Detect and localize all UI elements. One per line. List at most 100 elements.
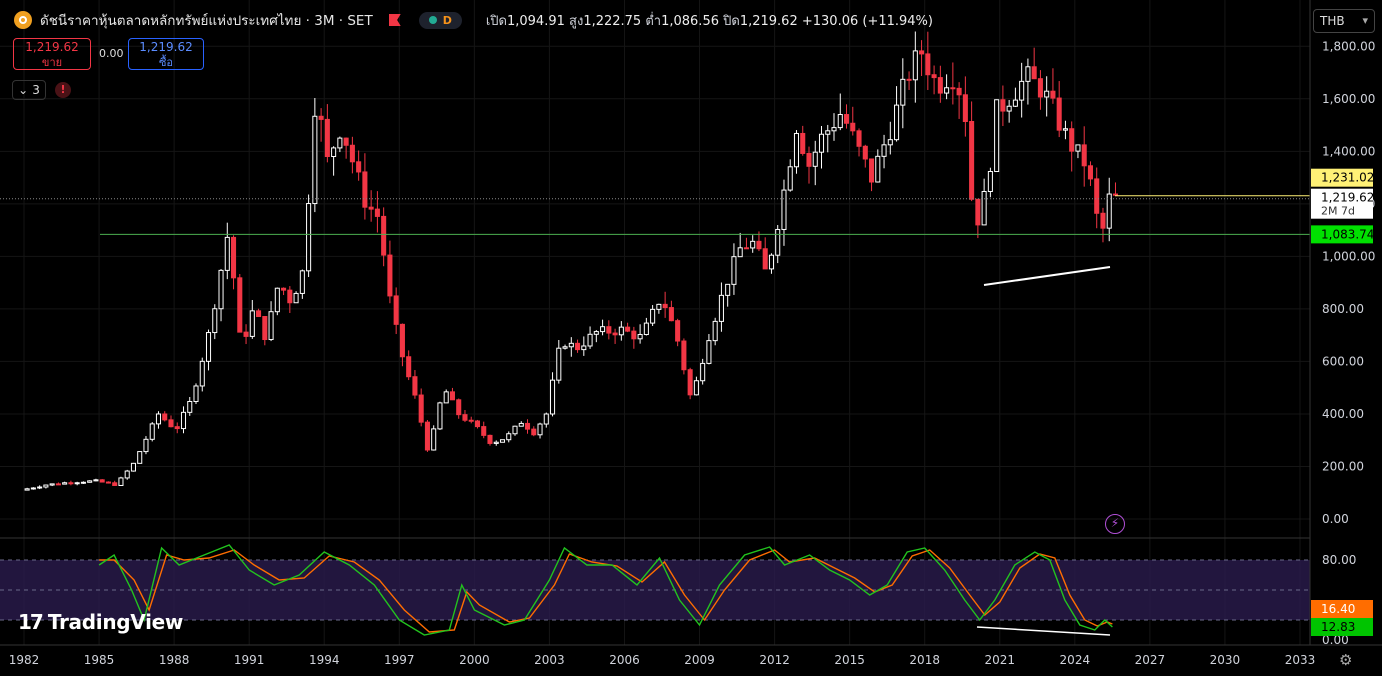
rsi-slow-label: 16.40 <box>1321 602 1355 616</box>
candle-body <box>944 87 950 94</box>
candle-body <box>1056 97 1062 131</box>
buy-label: ซื้อ <box>158 56 174 69</box>
candle-body <box>449 391 455 401</box>
price-pane[interactable] <box>0 31 1310 491</box>
candle-body <box>843 114 850 124</box>
candle-body <box>600 326 606 333</box>
currency-selector[interactable]: THB <box>1313 9 1375 33</box>
time-tick-label: 2024 <box>1060 653 1091 667</box>
candle-body <box>249 310 255 337</box>
rsi-pane[interactable] <box>0 544 1310 636</box>
price-tick-label: 600.00 <box>1322 354 1364 368</box>
candle-body <box>155 413 162 425</box>
candle-body <box>112 482 118 486</box>
candle-body <box>675 320 681 342</box>
candle-body <box>1075 144 1081 152</box>
time-tick-label: 2027 <box>1135 653 1166 667</box>
time-tick-label: 1985 <box>84 653 115 667</box>
flag-icon[interactable] <box>388 14 401 26</box>
candle-body <box>162 413 168 421</box>
candle-body <box>781 189 787 230</box>
candle-body <box>650 308 656 324</box>
candle-body <box>806 152 812 167</box>
candle-body <box>499 439 506 443</box>
candle-body <box>493 441 499 444</box>
candle-body <box>362 171 368 208</box>
time-tick-label: 1991 <box>234 653 265 667</box>
candle-body <box>368 206 374 210</box>
candle-body <box>399 323 405 358</box>
settings-gear-icon[interactable]: ⚙ <box>1339 651 1353 669</box>
candle-body <box>343 137 349 146</box>
candle-body <box>49 483 55 486</box>
candle-body <box>299 270 305 294</box>
candle-body <box>262 316 268 341</box>
chart-header: ดัชนีราคาหุ้นตลาดหลักทรัพย์แห่งประเทศไทย… <box>14 10 933 30</box>
candle-body <box>418 394 424 423</box>
time-tick-label: 2003 <box>534 653 565 667</box>
candle-body <box>187 401 193 413</box>
candle-body <box>462 414 468 421</box>
support-price-label: 1,083.74 <box>1321 227 1374 241</box>
candle-body <box>1025 66 1031 82</box>
close-value: 1,219.62 <box>739 13 798 29</box>
candle-body <box>725 283 731 296</box>
candle-body <box>831 127 837 132</box>
candle-body <box>818 133 825 153</box>
candle-body <box>575 342 581 351</box>
candle-body <box>443 391 449 404</box>
candle-body <box>956 87 962 96</box>
candle-body <box>193 385 199 403</box>
time-tick-label: 2012 <box>759 653 790 667</box>
candle-body <box>331 147 337 158</box>
candle-body <box>581 345 587 351</box>
candle-body <box>474 420 481 428</box>
rsi-slow-label-bg <box>1311 600 1373 618</box>
candle-body <box>631 330 637 340</box>
indicators-toggle[interactable]: ⌄ 3 <box>12 80 46 100</box>
sell-button[interactable]: 1,219.62 ขาย <box>13 38 91 70</box>
open-label: เปิด <box>485 13 507 29</box>
buy-button[interactable]: 1,219.62 ซื้อ <box>128 38 204 70</box>
candle-body <box>906 78 912 81</box>
lightning-icon[interactable]: ⚡ <box>1105 514 1125 534</box>
symbol-title[interactable]: ดัชนีราคาหุ้นตลาดหลักทรัพย์แห่งประเทศไทย… <box>40 13 373 29</box>
candle-body <box>168 419 174 428</box>
candle-body <box>787 166 793 191</box>
tradingview-mark-icon: 17 <box>18 610 44 634</box>
candle-body <box>374 208 380 217</box>
candle-body <box>130 462 136 472</box>
candle-body <box>281 287 287 291</box>
candle-body <box>743 247 749 250</box>
candle-body <box>268 311 274 341</box>
rsi-slow-line <box>99 549 1113 633</box>
time-tick-label: 2033 <box>1285 653 1316 667</box>
candle-body <box>306 203 312 272</box>
candle-body <box>30 487 36 490</box>
price-tick-label: 1,800.00 <box>1322 39 1375 53</box>
candle-body <box>124 470 130 479</box>
data-status-pill[interactable]: D <box>418 11 462 29</box>
candle-body <box>393 295 399 325</box>
candle-body <box>1000 99 1006 112</box>
candle-body <box>518 422 524 427</box>
warning-icon[interactable]: ! <box>55 82 71 98</box>
candle-body <box>24 488 30 491</box>
candle-body <box>287 289 293 304</box>
candle-body <box>180 411 187 430</box>
candle-body <box>681 340 687 371</box>
candle-body <box>850 122 856 132</box>
rsi-fast-label: 12.83 <box>1321 620 1355 634</box>
candle-body <box>1081 144 1087 167</box>
candle-body <box>387 254 393 297</box>
low-value: 1,086.56 <box>661 13 719 29</box>
candle-body <box>1012 99 1018 107</box>
buy-price: 1,219.62 <box>139 40 193 54</box>
candle-body <box>205 332 212 362</box>
tradingview-logo[interactable]: 17 TradingView <box>18 610 183 634</box>
candle-body <box>912 50 918 81</box>
candle-body <box>1044 90 1050 98</box>
candle-body <box>987 171 993 192</box>
candle-body <box>756 240 762 250</box>
